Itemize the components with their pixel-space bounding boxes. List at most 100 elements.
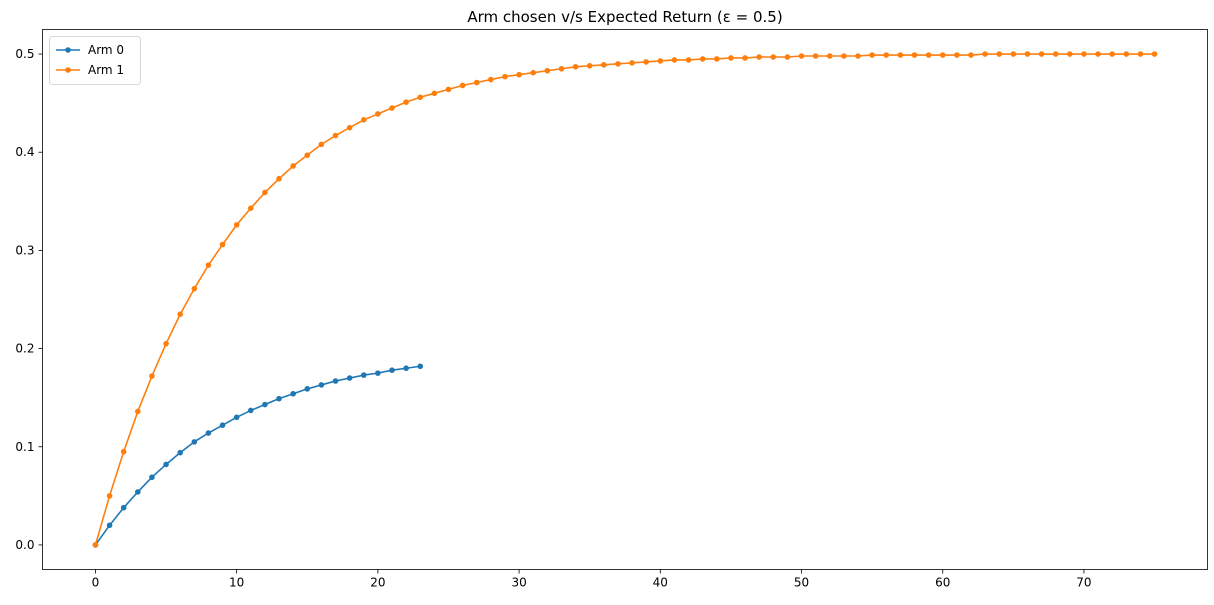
data-point xyxy=(841,53,847,59)
x-tick-label: 50 xyxy=(794,576,809,590)
data-point xyxy=(106,493,113,499)
data-point xyxy=(205,262,212,268)
data-point xyxy=(572,64,579,70)
data-point xyxy=(304,386,311,392)
data-point xyxy=(304,152,311,158)
series-line xyxy=(94,53,1155,546)
data-point xyxy=(1123,51,1130,57)
chart-title: Arm chosen v/s Expected Return (ε = 0.5) xyxy=(467,8,782,26)
data-point xyxy=(163,340,169,347)
data-point xyxy=(417,94,424,101)
data-point xyxy=(149,373,155,379)
data-point xyxy=(417,363,424,370)
data-point xyxy=(247,407,254,414)
data-point xyxy=(262,401,268,408)
data-point xyxy=(177,311,183,318)
data-point xyxy=(615,61,621,67)
data-point xyxy=(276,175,282,182)
data-point xyxy=(784,54,791,60)
y-tick-label: 0.5 xyxy=(15,47,34,61)
data-point xyxy=(219,241,226,248)
plot-area xyxy=(42,29,1208,570)
data-point xyxy=(685,57,692,63)
data-point xyxy=(375,111,381,117)
series-layer xyxy=(92,51,1158,548)
x-tick-label: 0 xyxy=(92,576,100,590)
data-point xyxy=(982,51,988,57)
data-point xyxy=(742,55,748,61)
y-axis: 0.0 0.1 0.2 0.3 0.4 0.5 xyxy=(15,47,43,552)
y-tick-label: 0.0 xyxy=(15,538,34,552)
x-tick-label: 70 xyxy=(1076,576,1091,590)
data-point xyxy=(360,117,367,123)
y-tick-label: 0.2 xyxy=(15,342,34,356)
data-point xyxy=(925,52,932,58)
data-point xyxy=(120,504,127,511)
data-point xyxy=(798,53,805,59)
data-point xyxy=(346,375,353,381)
data-point xyxy=(389,105,395,111)
data-point xyxy=(855,53,861,59)
data-point xyxy=(1081,51,1087,57)
data-point xyxy=(713,56,720,62)
data-point xyxy=(445,86,452,93)
data-point xyxy=(1010,51,1017,57)
x-axis: 0 10 20 30 40 50 60 70 xyxy=(92,569,1092,590)
data-point xyxy=(488,76,494,83)
data-point xyxy=(657,58,664,64)
data-point xyxy=(558,65,565,72)
data-point xyxy=(177,449,183,456)
legend-swatch-marker xyxy=(65,47,71,53)
data-point xyxy=(671,57,678,63)
data-point xyxy=(276,395,282,402)
data-point xyxy=(1109,51,1115,57)
data-point xyxy=(205,430,212,436)
data-point xyxy=(1137,51,1144,57)
data-point xyxy=(756,54,762,60)
data-point xyxy=(1038,51,1045,57)
data-point xyxy=(968,52,974,58)
data-point xyxy=(318,141,325,148)
data-point xyxy=(1095,51,1101,57)
data-point xyxy=(233,222,240,228)
x-tick-label: 40 xyxy=(653,576,668,590)
legend-swatch-marker xyxy=(65,67,71,73)
data-point xyxy=(120,448,127,455)
data-point xyxy=(1067,51,1073,57)
y-tick-label: 0.3 xyxy=(15,243,34,257)
data-point xyxy=(149,474,155,481)
data-point xyxy=(770,54,777,60)
series-line xyxy=(94,365,421,546)
y-tick-label: 0.4 xyxy=(15,145,34,159)
legend-label: Arm 1 xyxy=(88,63,124,77)
data-point xyxy=(290,390,296,397)
data-point xyxy=(163,461,169,468)
data-point xyxy=(92,542,99,548)
legend: Arm 0 Arm 1 xyxy=(49,36,141,85)
data-point xyxy=(1024,51,1031,57)
data-point xyxy=(699,56,706,62)
data-point xyxy=(431,90,438,97)
series-0 xyxy=(92,363,424,548)
data-point xyxy=(106,522,113,529)
data-point xyxy=(332,378,339,384)
data-point xyxy=(629,60,635,66)
data-point xyxy=(135,489,141,495)
data-point xyxy=(219,422,226,428)
data-point xyxy=(502,73,508,80)
data-point xyxy=(643,59,649,65)
data-point xyxy=(883,52,890,58)
data-point xyxy=(897,52,904,58)
y-tick-label: 0.1 xyxy=(15,440,34,454)
data-point xyxy=(191,285,198,292)
data-point xyxy=(389,367,395,373)
data-point xyxy=(318,382,325,388)
x-tick-label: 60 xyxy=(935,576,950,590)
data-point xyxy=(812,53,819,59)
data-point xyxy=(869,52,875,58)
data-point xyxy=(191,439,198,445)
legend-label: Arm 0 xyxy=(88,43,124,57)
data-point xyxy=(346,124,353,131)
x-tick-label: 20 xyxy=(370,576,385,590)
